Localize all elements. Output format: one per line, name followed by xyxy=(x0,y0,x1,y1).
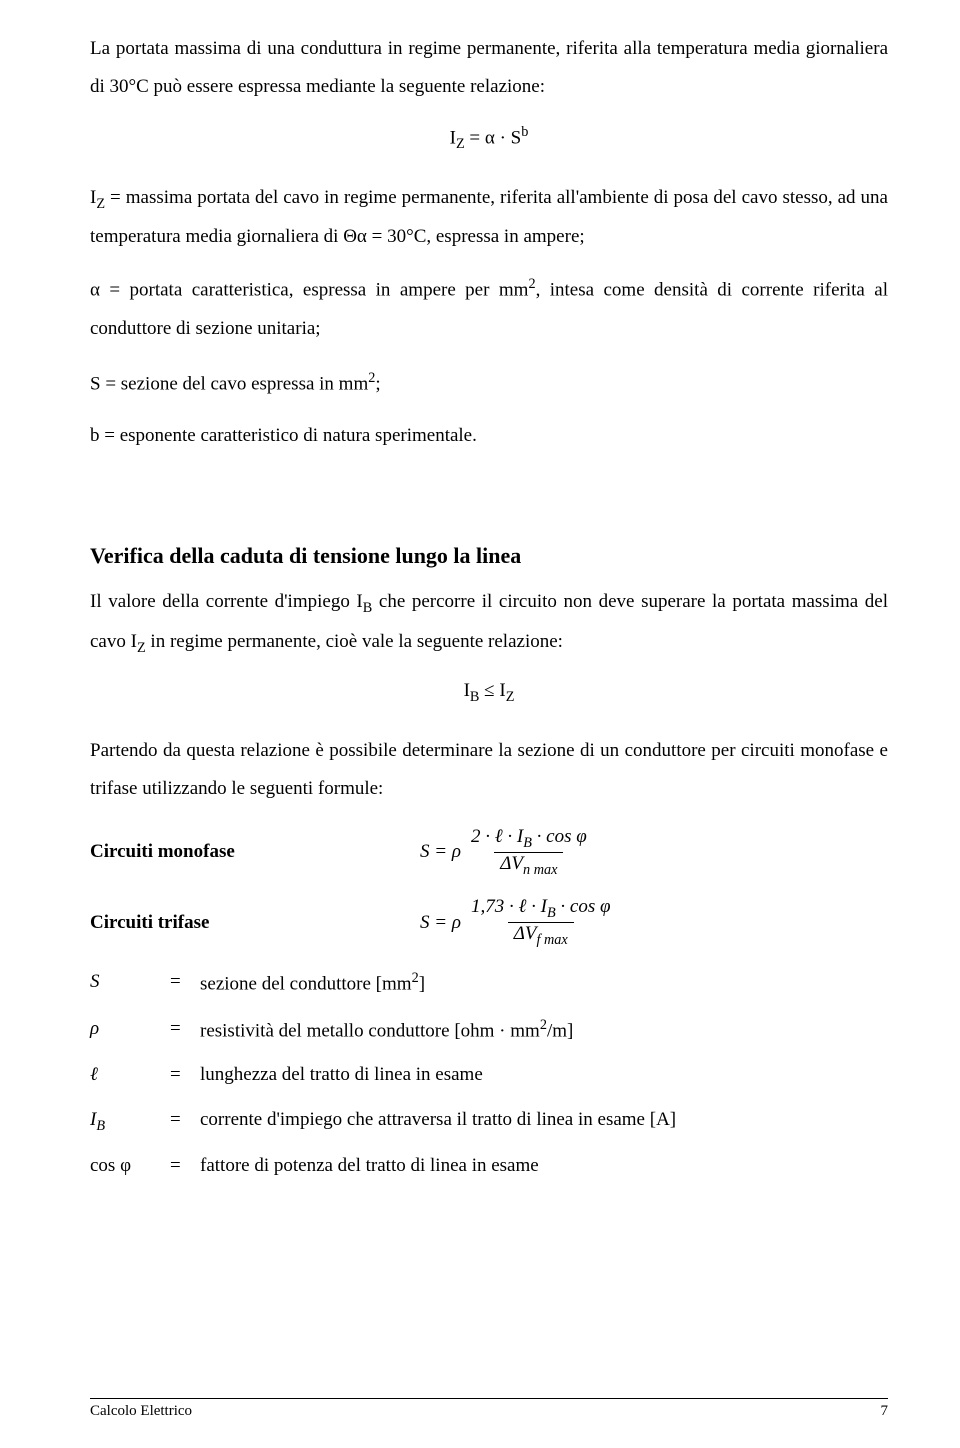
page-number: 7 xyxy=(881,1403,889,1420)
para-formule: Partendo da questa relazione è possibile… xyxy=(90,732,888,808)
formula-monofase: Circuiti monofase S = ρ 2 · ℓ · IB · cos… xyxy=(90,826,888,879)
page-footer: Calcolo Elettrico 7 xyxy=(90,1398,888,1420)
intro-paragraph: La portata massima di una conduttura in … xyxy=(90,30,888,106)
def-b: b = esponente caratteristico di natura s… xyxy=(90,419,888,453)
section-heading: Verifica della caduta di tensione lungo … xyxy=(90,543,888,569)
label-monofase: Circuiti monofase xyxy=(90,841,420,863)
legend-cosphi: cos φ = fattore di potenza del tratto di… xyxy=(90,1151,888,1181)
equation-iz-alpha-sb: IZ = α · Sb xyxy=(90,124,888,153)
label-trifase: Circuiti trifase xyxy=(90,912,420,934)
legend-l: ℓ = lunghezza del tratto di linea in esa… xyxy=(90,1060,888,1090)
eq-trifase: S = ρ 1,73 · ℓ · IB · cos φ ΔVf max xyxy=(420,896,621,949)
para-impiego: Il valore della corrente d'impiego IB ch… xyxy=(90,583,888,662)
def-alpha: α = portata caratteristica, espressa in … xyxy=(90,270,888,347)
equation-ib-leq-iz: IB ≤ IZ xyxy=(90,680,888,706)
legend-rho: ρ = resistività del metallo conduttore [… xyxy=(90,1014,888,1047)
def-iz: IZ = massima portata del cavo in regime … xyxy=(90,179,888,256)
legend-s: S = sezione del conduttore [mm2] xyxy=(90,967,888,1000)
footer-title: Calcolo Elettrico xyxy=(90,1403,192,1420)
def-s: S = sezione del cavo espressa in mm2; xyxy=(90,366,888,402)
eq-monofase: S = ρ 2 · ℓ · IB · cos φ ΔVn max xyxy=(420,826,597,879)
legend-ib: IB = corrente d'impiego che attraversa i… xyxy=(90,1105,888,1138)
formula-trifase: Circuiti trifase S = ρ 1,73 · ℓ · IB · c… xyxy=(90,896,888,949)
page: La portata massima di una conduttura in … xyxy=(0,0,960,1448)
